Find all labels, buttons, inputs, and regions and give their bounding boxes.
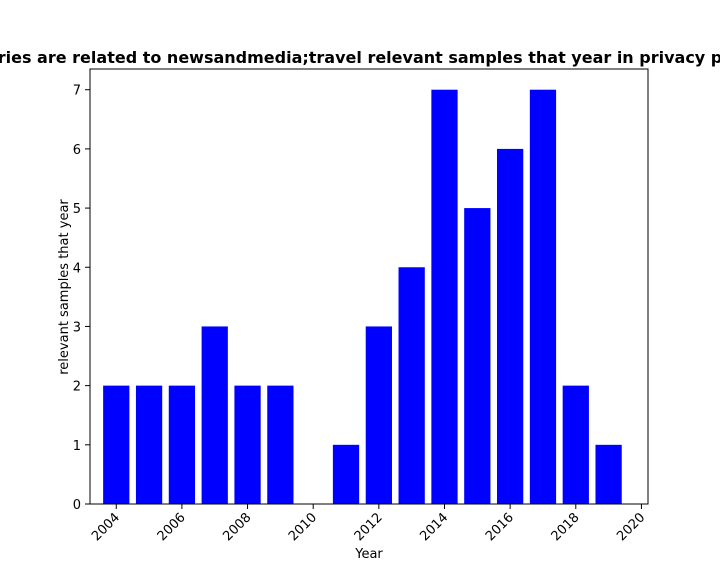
y-tick-label-6: 6: [73, 143, 81, 158]
bars-group: [103, 89, 622, 505]
bar-2009: [267, 385, 294, 504]
x-tick-label-2016: 2016: [483, 510, 517, 544]
bar-2006: [168, 385, 196, 504]
plot-frame: [89, 68, 649, 505]
y-tick-label-7: 7: [73, 84, 81, 99]
x-axis-label: Year: [354, 547, 383, 562]
bar-2012: [365, 326, 392, 504]
y-tick-label-1: 1: [73, 439, 81, 454]
x-tick-label-2012: 2012: [352, 510, 386, 544]
bar-2008: [234, 385, 261, 504]
bar-2005: [135, 385, 163, 504]
bar-2014: [431, 89, 458, 505]
y-tick-label-3: 3: [73, 320, 81, 335]
bar-2015: [464, 208, 491, 504]
x-tick-label-2004: 2004: [89, 510, 123, 544]
x-axis: 2004 2006 2008 2010 2012 2014 2016 2018 2020: [89, 504, 648, 544]
bar-2011: [332, 444, 360, 504]
bar-2007: [201, 326, 228, 504]
x-tick-label-2020: 2020: [614, 510, 648, 544]
bar-2013: [398, 267, 425, 504]
bar-2016: [497, 148, 524, 504]
y-tick-label-2: 2: [73, 380, 81, 395]
bar-2019: [595, 444, 622, 504]
x-tick-label-2010: 2010: [286, 510, 320, 544]
y-tick-label-4: 4: [73, 261, 81, 276]
chart-title: ries are related to newsandmedia;travel …: [0, 48, 720, 67]
bar-2018: [562, 385, 589, 504]
y-tick-label-0: 0: [73, 498, 81, 513]
x-tick-label-2008: 2008: [220, 510, 254, 544]
bar-2004: [103, 385, 130, 504]
x-tick-label-2014: 2014: [417, 510, 451, 544]
x-tick-label-2018: 2018: [549, 510, 583, 544]
y-tick-label-5: 5: [73, 202, 81, 217]
bar-2017: [529, 89, 557, 505]
x-tick-label-2006: 2006: [155, 510, 189, 544]
y-axis-label: relevant samples that year: [57, 199, 72, 375]
y-axis: 0 1 2 3 4 5 6 7: [73, 84, 90, 513]
